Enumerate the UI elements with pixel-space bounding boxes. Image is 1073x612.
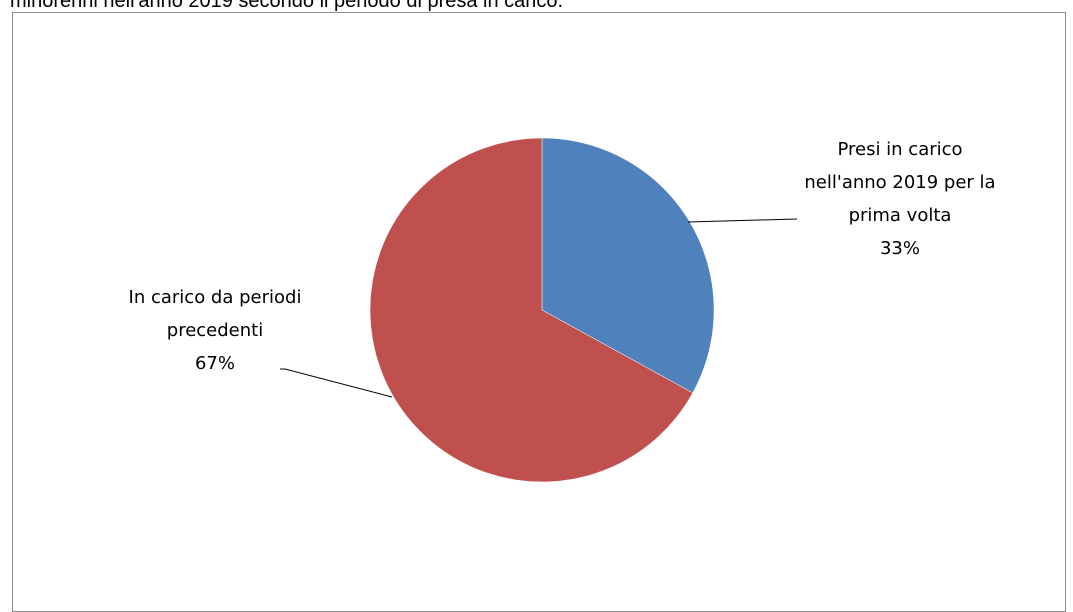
data-label: In carico da periodi precedenti 67% [115, 281, 315, 380]
category-label: Presi in carico nell'anno 2019 per la pr… [804, 139, 996, 226]
pie-slice [369, 137, 694, 483]
pie-slice [541, 137, 715, 394]
value-label: 33% [879, 238, 920, 259]
value-label: 67% [194, 353, 235, 374]
leader-line [280, 368, 393, 398]
data-label: Presi in carico nell'anno 2019 per la pr… [800, 133, 1000, 265]
category-label: In carico da periodi precedenti [128, 287, 302, 341]
chart-title: minorenni nell'anno 2019 secondo il peri… [10, 0, 564, 12]
leader-line [687, 218, 798, 223]
